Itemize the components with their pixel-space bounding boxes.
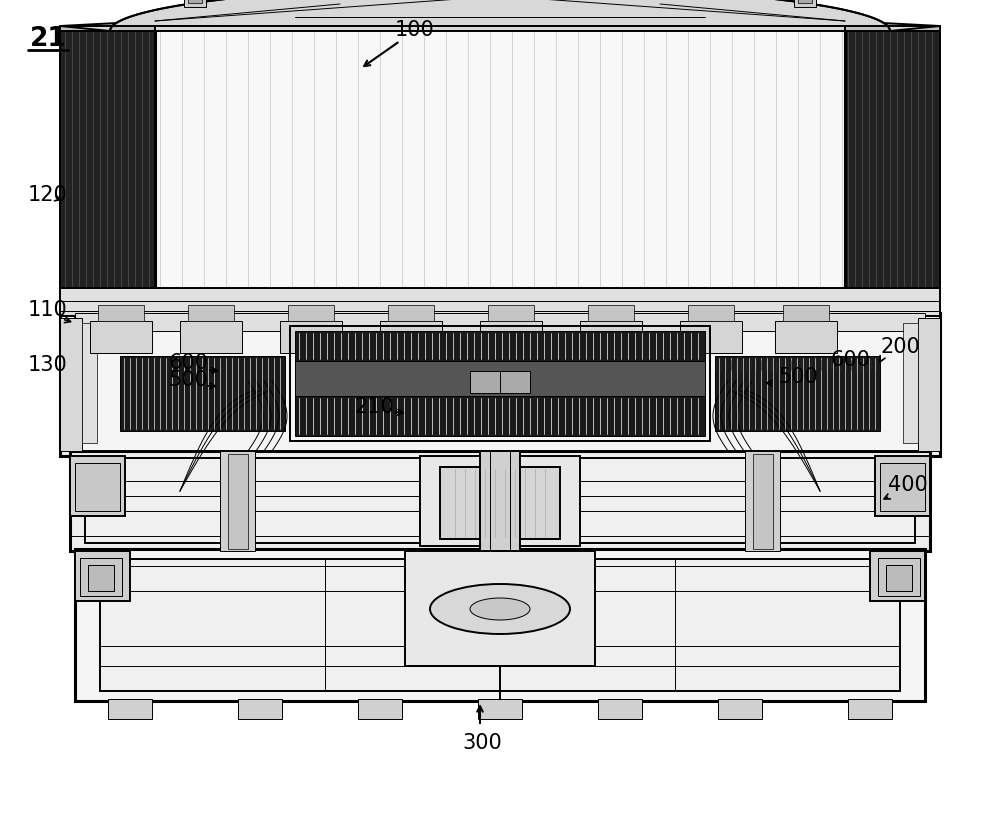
Bar [75, 551, 130, 601]
Bar [98, 305, 144, 321]
Bar [794, 0, 816, 7]
Bar [238, 699, 282, 719]
Bar [108, 699, 152, 719]
Bar [878, 558, 920, 596]
Bar [745, 451, 780, 551]
Bar [295, 361, 705, 396]
Bar [60, 318, 82, 451]
Bar [875, 456, 930, 516]
Bar [184, 0, 206, 7]
Bar [903, 323, 918, 443]
Bar [775, 321, 837, 353]
Bar [75, 463, 120, 511]
Bar [60, 313, 940, 456]
Bar [440, 467, 560, 539]
Bar [70, 451, 930, 551]
Bar [715, 356, 880, 431]
Polygon shape [60, 0, 940, 31]
Text: 120: 120 [28, 185, 68, 205]
Bar [80, 558, 122, 596]
Bar [295, 331, 705, 361]
Text: 200: 200 [880, 337, 920, 357]
Ellipse shape [430, 584, 570, 634]
Text: 400: 400 [888, 475, 928, 495]
Bar [783, 305, 829, 321]
Bar [480, 451, 520, 551]
Polygon shape [845, 21, 940, 31]
Bar [688, 305, 734, 321]
Text: 600: 600 [830, 350, 870, 370]
Bar [188, 0, 202, 3]
Bar [388, 305, 434, 321]
Bar [85, 458, 915, 543]
Bar [405, 551, 595, 666]
Bar [100, 559, 900, 691]
Bar [70, 456, 125, 516]
Bar [75, 318, 925, 451]
Bar [75, 549, 925, 701]
Bar [88, 565, 114, 591]
Bar [120, 356, 285, 431]
Bar [280, 321, 342, 353]
Bar [290, 326, 710, 441]
Text: 210: 210 [355, 397, 395, 417]
Bar [180, 321, 242, 353]
Text: 100: 100 [395, 20, 435, 40]
Bar [848, 699, 892, 719]
Bar [420, 456, 580, 546]
Text: 110: 110 [28, 300, 68, 320]
Bar [918, 318, 940, 451]
Text: 300: 300 [462, 733, 502, 753]
Bar [220, 451, 255, 551]
Bar [798, 0, 812, 3]
Bar [598, 699, 642, 719]
Text: 600: 600 [168, 353, 208, 373]
Bar [753, 454, 773, 549]
Ellipse shape [470, 598, 530, 620]
Polygon shape [60, 26, 155, 291]
Bar [718, 699, 762, 719]
Bar [880, 463, 925, 511]
Bar [680, 321, 742, 353]
Bar [358, 699, 402, 719]
Bar [295, 396, 705, 436]
Text: 130: 130 [28, 355, 68, 375]
Bar [75, 313, 925, 331]
Polygon shape [490, 376, 510, 391]
Bar [580, 321, 642, 353]
Text: 21: 21 [30, 26, 67, 52]
Bar [470, 371, 530, 393]
Bar [188, 305, 234, 321]
Text: 500: 500 [168, 370, 208, 390]
Polygon shape [845, 26, 940, 291]
Bar [480, 321, 542, 353]
Bar [886, 565, 912, 591]
Text: 500: 500 [778, 367, 818, 387]
Bar [488, 305, 534, 321]
Bar [588, 305, 634, 321]
Bar [90, 321, 152, 353]
Bar [155, 21, 845, 31]
Bar [870, 551, 925, 601]
Bar [155, 26, 845, 291]
Bar [228, 454, 248, 549]
Bar [82, 323, 97, 443]
Polygon shape [60, 21, 155, 31]
Bar [478, 699, 522, 719]
Bar [60, 288, 940, 316]
Bar [288, 305, 334, 321]
Bar [380, 321, 442, 353]
